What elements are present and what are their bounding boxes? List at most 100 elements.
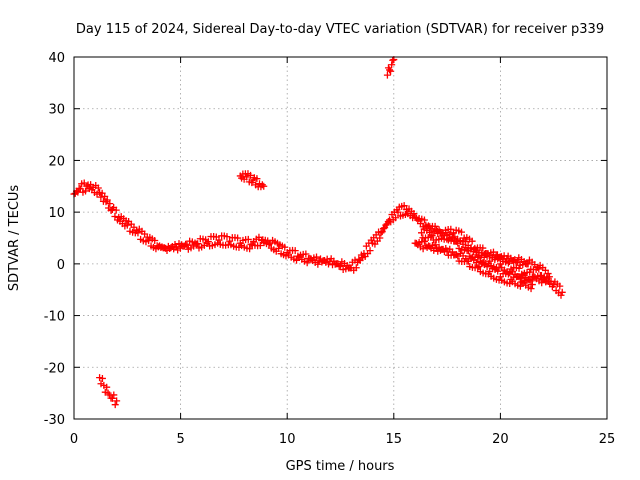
data-point-marker (313, 253, 321, 261)
y-axis-label: SDTVAR / TECUs (7, 185, 22, 292)
data-point-marker (355, 255, 363, 263)
data-point-marker (386, 66, 394, 74)
data-point-marker (515, 273, 523, 281)
data-point-marker (145, 237, 153, 245)
y-tick-label: 20 (48, 154, 65, 169)
data-point-marker (366, 247, 374, 255)
data-point-marker (101, 192, 109, 200)
data-point-marker (457, 228, 465, 236)
y-tick-label: -30 (44, 413, 65, 428)
data-point-marker (94, 184, 102, 192)
data-point-marker (389, 56, 397, 64)
data-point-marker (512, 259, 520, 267)
data-point-marker (394, 208, 402, 216)
data-point-marker (258, 181, 266, 189)
x-tick-label: 10 (279, 432, 296, 447)
data-point-marker (183, 241, 191, 249)
data-point-marker (123, 221, 131, 229)
x-tick-label: 20 (492, 432, 509, 447)
data-point-marker (291, 247, 299, 255)
y-tick-label: -20 (44, 361, 65, 376)
data-point-marker (474, 253, 482, 261)
data-point-marker (103, 383, 111, 391)
data-point-marker (447, 225, 455, 233)
data-point-marker (452, 251, 460, 259)
data-point-marker (247, 171, 255, 179)
data-point-marker (265, 241, 273, 249)
data-point-marker (376, 234, 384, 242)
data-point-marker (151, 237, 159, 245)
data-point-marker (387, 67, 395, 75)
data-point-marker (377, 229, 385, 237)
data-point-marker (526, 276, 534, 284)
data-point-marker (335, 262, 343, 270)
data-point-marker (474, 264, 482, 272)
data-point-marker (112, 206, 120, 214)
data-point-marker (439, 231, 447, 239)
data-point-marker (110, 391, 118, 399)
data-point-marker (256, 242, 264, 250)
data-point-marker (223, 233, 231, 241)
data-point-marker (253, 175, 261, 183)
data-point-marker (275, 244, 283, 252)
data-point-marker (538, 279, 546, 287)
data-point-marker (483, 263, 491, 271)
data-point-marker (468, 237, 476, 245)
data-point-marker (410, 210, 418, 218)
data-point-marker (545, 273, 553, 281)
data-points (70, 56, 566, 409)
data-point-marker (378, 228, 386, 236)
x-tick-label: 0 (70, 432, 78, 447)
data-point-marker (544, 270, 552, 278)
data-point-marker (103, 196, 111, 204)
data-point-marker (337, 261, 344, 269)
data-point-marker (558, 288, 566, 296)
data-point-marker (513, 257, 521, 265)
data-point-marker (215, 236, 223, 244)
data-point-marker (82, 187, 90, 195)
data-point-marker (489, 248, 497, 256)
data-point-marker (108, 394, 116, 402)
y-tick-label: 40 (48, 51, 65, 66)
data-point-marker (113, 397, 121, 405)
data-point-marker (392, 214, 400, 222)
data-point-marker (524, 260, 532, 268)
data-point-marker (243, 173, 251, 181)
data-point-marker (527, 285, 535, 293)
x-tick-label: 5 (176, 432, 184, 447)
data-point-marker (111, 401, 119, 409)
data-point-marker (302, 250, 310, 258)
data-point-marker (134, 229, 142, 237)
data-point-marker (528, 281, 536, 289)
data-point-marker (182, 240, 190, 248)
data-point-marker (106, 200, 114, 208)
data-point-marker (204, 238, 212, 246)
data-point-marker (97, 193, 105, 201)
data-point-marker (515, 264, 523, 272)
y-tick-label: 30 (48, 103, 65, 118)
data-point-marker (388, 61, 396, 69)
plot-frame (73, 56, 608, 420)
data-point-marker (504, 270, 512, 278)
data-point-marker (246, 245, 254, 253)
data-point-marker (420, 216, 428, 224)
data-point-marker (383, 71, 391, 79)
data-point-marker (244, 235, 252, 243)
data-point-marker (418, 229, 426, 237)
x-tick-label: 15 (386, 432, 403, 447)
chart-title: Day 115 of 2024, Sidereal Day-to-day VTE… (76, 22, 604, 37)
data-point-marker (420, 237, 428, 245)
data-point-marker (303, 259, 311, 267)
y-tick-label: 10 (48, 206, 65, 221)
axis-ticks: 0 5 10 15 20 25 -30 -20 -10 0 10 20 30 40 (44, 51, 616, 447)
data-point-marker (491, 256, 499, 264)
x-tick-label: 25 (599, 432, 616, 447)
data-point-marker (535, 265, 543, 273)
data-point-marker (281, 243, 289, 251)
data-point-marker (461, 238, 469, 246)
data-point-marker (352, 264, 360, 272)
data-point-marker (428, 231, 436, 239)
data-point-marker (431, 241, 439, 249)
y-tick-label: -10 (44, 310, 65, 325)
